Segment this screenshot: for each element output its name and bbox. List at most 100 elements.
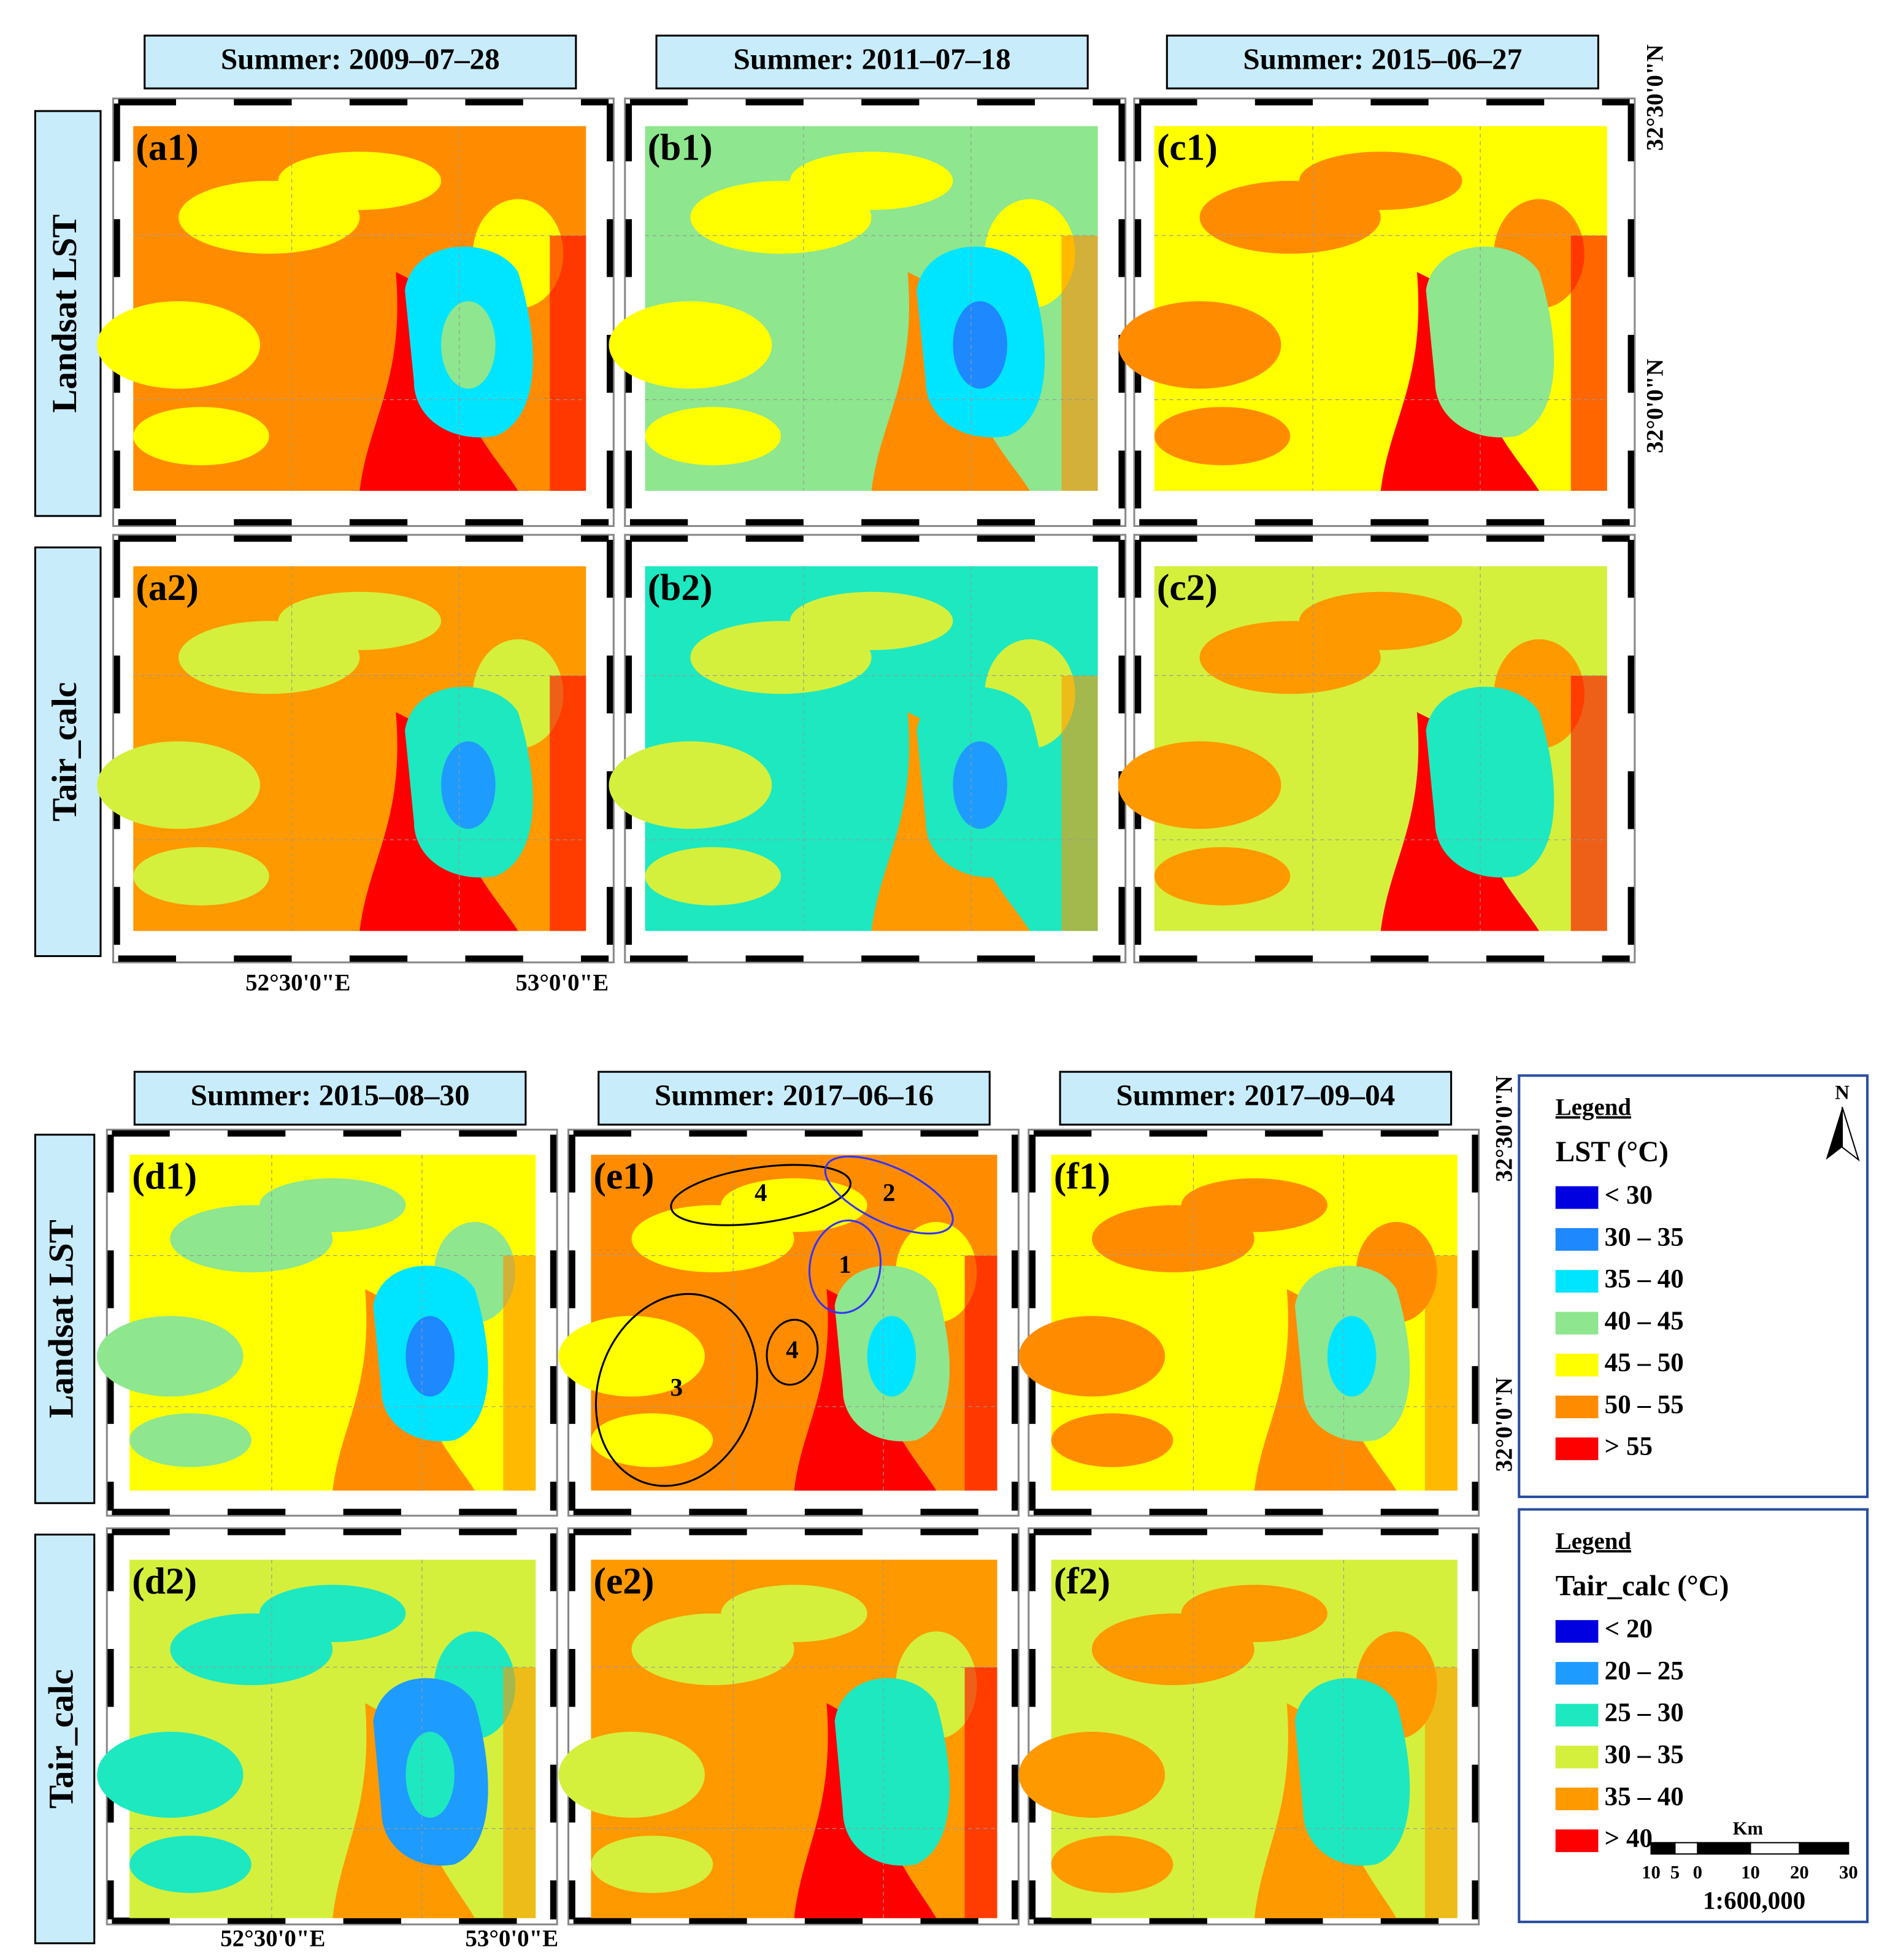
land-patch xyxy=(1181,1178,1327,1232)
land-patch xyxy=(133,407,269,466)
scale-tick: 20 xyxy=(1790,1862,1809,1883)
land-patch xyxy=(1118,741,1281,829)
map-panel: (d1) xyxy=(97,1155,536,1491)
column-title: Summer: 2017–06–16 xyxy=(655,1078,934,1112)
hot-strip xyxy=(964,1667,997,1918)
column-title: Summer: 2009–07–28 xyxy=(221,42,500,75)
land-patch xyxy=(1018,1316,1166,1397)
column-title-box xyxy=(1059,1070,1453,1126)
hot-strip xyxy=(1570,235,1607,491)
legend-swatch xyxy=(1555,1186,1599,1209)
annotation-label: 2 xyxy=(883,1178,896,1206)
hot-strip xyxy=(1570,675,1607,931)
scale-bar-segment xyxy=(1750,1842,1800,1855)
legend-title: Legend xyxy=(1556,1094,1632,1121)
map-panel: (b2) xyxy=(609,566,1098,931)
scale-bar-segment xyxy=(1697,1842,1751,1855)
land-patch xyxy=(1299,591,1462,650)
lake-inner xyxy=(867,1316,916,1397)
lake-inner xyxy=(441,301,496,389)
column-title: Summer: 2011–07–18 xyxy=(733,42,1010,75)
column-title-box xyxy=(1166,34,1599,90)
annotation-label: 4 xyxy=(786,1335,799,1364)
lake-inner xyxy=(867,1731,916,1818)
land-patch xyxy=(129,1835,252,1893)
land-patch xyxy=(591,1413,713,1467)
legend-swatch xyxy=(1555,1662,1599,1685)
land-patch xyxy=(558,1316,705,1397)
column-title-box xyxy=(133,1070,527,1126)
scale-tick: 5 xyxy=(1670,1862,1680,1883)
column-title: Summer: 2017–09–04 xyxy=(1116,1078,1395,1112)
legend-swatch xyxy=(1555,1829,1599,1853)
map-panel: (b1) xyxy=(609,126,1098,491)
land-patch xyxy=(1018,1731,1166,1818)
lake-inner xyxy=(953,301,1007,389)
panel-label: (e1) xyxy=(594,1156,655,1197)
annotation-ellipse xyxy=(766,1318,819,1386)
map-panel: (c2) xyxy=(1118,566,1607,931)
panel-label: (a2) xyxy=(136,567,198,609)
legend-label: > 55 xyxy=(1605,1432,1653,1461)
legend-label: 35 – 40 xyxy=(1605,1265,1684,1294)
scale-tick: 0 xyxy=(1693,1862,1702,1883)
land-patch xyxy=(259,1178,406,1232)
land-patch xyxy=(721,1585,867,1642)
column-title: Summer: 2015–06–27 xyxy=(1243,42,1522,75)
land-patch xyxy=(1051,1413,1174,1467)
land-patch xyxy=(591,1835,713,1893)
scale-bar-segment xyxy=(1799,1842,1850,1855)
land-patch xyxy=(129,1413,252,1467)
legend-swatch xyxy=(1555,1787,1599,1810)
land-patch xyxy=(1154,847,1291,905)
scale-unit: Km xyxy=(1733,1818,1764,1839)
scale-ratio: 1:600,000 xyxy=(1703,1886,1805,1915)
legend-swatch xyxy=(1555,1270,1599,1293)
land-patch xyxy=(278,152,442,210)
legend-label: < 30 xyxy=(1605,1181,1653,1210)
longitude-label: 52°30'0"E xyxy=(220,1926,325,1952)
land-patch xyxy=(645,407,781,466)
hot-strip xyxy=(1424,1667,1458,1918)
panel-label: (d1) xyxy=(132,1156,197,1197)
land-patch xyxy=(1118,301,1281,389)
hot-strip xyxy=(550,235,586,491)
map-panel: (e1) xyxy=(558,1155,997,1491)
lake-inner xyxy=(441,741,496,829)
land-patch xyxy=(278,591,442,650)
hot-strip xyxy=(503,1667,536,1918)
land-patch xyxy=(609,741,772,829)
land-patch xyxy=(558,1731,705,1818)
legend-heading: LST (°C) xyxy=(1556,1136,1669,1168)
legend-label: 25 – 30 xyxy=(1605,1699,1684,1727)
legend-swatch xyxy=(1555,1437,1599,1461)
legend-heading: Tair_calc (°C) xyxy=(1556,1570,1729,1602)
panel-label: (e2) xyxy=(594,1561,655,1602)
legend-label: > 40 xyxy=(1605,1824,1653,1853)
land-patch xyxy=(97,741,260,829)
legend-swatch xyxy=(1555,1395,1599,1418)
map-panel: (f2) xyxy=(1018,1559,1458,1918)
legend-swatch xyxy=(1555,1620,1599,1643)
legend-label: 40 – 45 xyxy=(1605,1307,1684,1335)
land-patch xyxy=(609,301,772,389)
row-label: Tair_calc xyxy=(45,682,84,821)
map-panel: (e2) xyxy=(558,1559,997,1918)
row-label: Landsat LST xyxy=(42,1220,81,1418)
annotation-ellipse xyxy=(594,1293,758,1487)
legend-label: 35 – 40 xyxy=(1605,1782,1684,1811)
lake-inner xyxy=(1462,741,1517,829)
land-patch xyxy=(721,1178,867,1232)
longitude-label: 52°30'0"E xyxy=(245,970,350,996)
latitude-label: 32°30'0"N xyxy=(1642,44,1669,150)
longitude-label: 53°0'0"E xyxy=(465,1926,558,1952)
hot-strip xyxy=(1061,235,1098,491)
legend-swatch xyxy=(1555,1228,1599,1251)
map-panel: (a1) xyxy=(97,126,586,491)
column-title: Summer: 2015–08–30 xyxy=(191,1078,470,1112)
land-patch xyxy=(133,847,269,905)
scale-bar-segment xyxy=(1650,1842,1676,1855)
land-patch xyxy=(1154,407,1291,466)
scale-tick: 10 xyxy=(1642,1862,1661,1883)
